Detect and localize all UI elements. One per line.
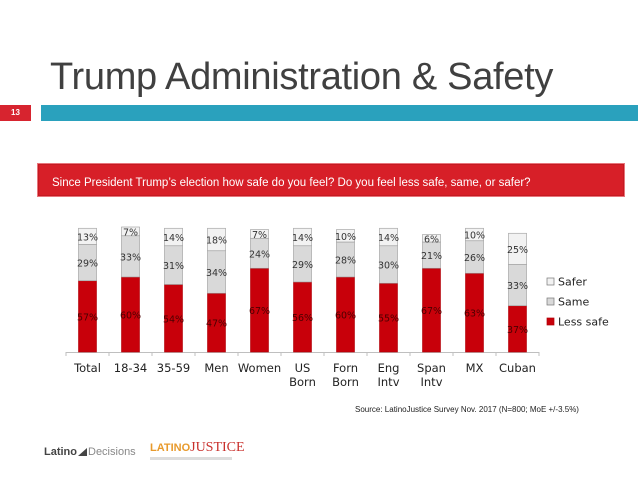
data-label-safer: 7% [123,227,138,238]
data-label-less-safe: 63% [464,309,485,320]
data-label-less-safe: 56% [292,313,313,324]
data-label-safer: 18% [206,236,227,247]
data-label-same: 29% [292,260,313,271]
legend-swatch-safer [546,277,555,286]
logo-lj-tagline-bar [150,457,232,460]
data-label-safer: 14% [163,233,184,244]
latino-decisions-logo: Latino Decisions [44,446,136,458]
data-label-same: 24% [249,249,270,260]
data-label-same: 33% [120,252,141,263]
data-label-less-safe: 60% [335,311,356,322]
bar-safer [207,227,226,252]
x-tick-label: 18-34 [114,361,147,375]
logo-lj-serif: JUSTICE [190,440,245,455]
question-banner: Since President Trump’s election how saf… [37,163,625,197]
data-label-same: 30% [378,261,399,272]
data-label-same: 34% [206,268,227,279]
data-label-safer: 10% [464,231,485,242]
data-label-safer: 10% [335,232,356,243]
x-tick-label: Born [332,375,359,389]
x-tick-label: Intv [378,375,400,389]
slide-title: Trump Administration & Safety [50,56,554,98]
x-tick-label: Eng [378,361,400,375]
data-label-same: 28% [335,256,356,267]
data-label-same: 33% [507,281,528,292]
source-note: Source: LatinoJustice Survey Nov. 2017 (… [355,405,579,414]
bar-safer [508,232,527,265]
logo-ld-bold: Latino [44,446,77,458]
data-label-same: 31% [163,261,184,272]
x-tick-label: Forn [333,361,358,375]
bar-safer [422,234,441,243]
slide-number: 13 [0,105,31,121]
x-tick-label: Intv [421,375,443,389]
bar-safer [336,229,355,243]
data-label-less-safe: 60% [120,311,141,322]
logo-ld-light: Decisions [88,446,136,458]
x-tick-label: 35-59 [157,361,190,375]
data-label-less-safe: 67% [421,306,442,317]
legend-label-same: Same [558,296,589,309]
data-label-safer: 25% [507,245,528,256]
data-label-same: 21% [421,251,442,262]
legend-label-less-safe: Less safe [558,316,609,329]
logo-lj-caps: LATINO [150,442,191,454]
data-label-less-safe: 67% [249,306,270,317]
x-tick-label: Men [204,361,228,375]
legend-swatch-same [546,297,555,306]
title-accent-bar [41,105,638,121]
legend-swatch-less-safe [546,317,555,326]
data-label-same: 26% [464,253,485,264]
data-label-less-safe: 37% [507,325,528,336]
x-tick-label: Born [289,375,316,389]
x-tick-label: Cuban [499,361,536,375]
data-label-less-safe: 57% [77,312,98,323]
stacked-bar-chart: 57% 29% 13% Total 60% 33% 7% 18-34 54% 31% 14% 35-5… [65,226,609,389]
data-label-less-safe: 55% [378,314,399,325]
x-tick-label: MX [466,361,484,375]
x-tick-label: Total [73,361,101,375]
latinojustice-logo: LATINOJUSTICE [150,440,245,460]
bar-safer [78,227,97,245]
x-tick-label: Women [238,361,281,375]
bar-safer [465,227,484,242]
data-label-safer: 14% [378,233,399,244]
legend-label-safer: Safer [558,276,587,289]
data-label-safer: 14% [292,233,313,244]
bar-safer [164,227,183,247]
data-label-safer: 6% [424,234,439,245]
x-tick-label: US [295,361,311,375]
data-label-safer: 7% [252,230,267,241]
bar-safer [121,226,140,237]
bar-safer [379,227,398,247]
data-label-less-safe: 47% [206,319,227,330]
bar-safer [293,227,312,247]
data-label-same: 29% [77,259,98,270]
x-tick-label: Span [417,361,446,375]
data-label-less-safe: 54% [163,314,184,325]
logo-ld-mark-icon [78,448,87,456]
question-text: Since President Trump’s election how saf… [52,177,531,189]
data-label-safer: 13% [77,232,98,243]
bar-safer [250,229,269,239]
